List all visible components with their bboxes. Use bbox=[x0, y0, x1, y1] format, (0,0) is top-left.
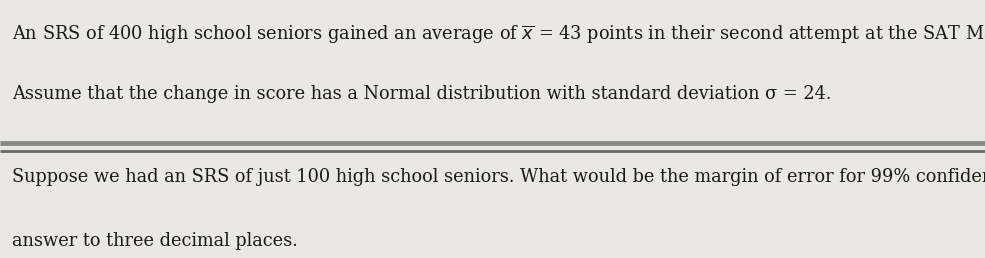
Text: Assume that the change in score has a Normal distribution with standard deviatio: Assume that the change in score has a No… bbox=[12, 85, 831, 103]
Text: answer to three decimal places.: answer to three decimal places. bbox=[12, 232, 297, 250]
Text: An SRS of 400 high school seniors gained an average of $\overline{x}$ = 43 point: An SRS of 400 high school seniors gained… bbox=[12, 23, 985, 46]
Text: Suppose we had an SRS of just 100 high school seniors. What would be the margin : Suppose we had an SRS of just 100 high s… bbox=[12, 168, 985, 186]
